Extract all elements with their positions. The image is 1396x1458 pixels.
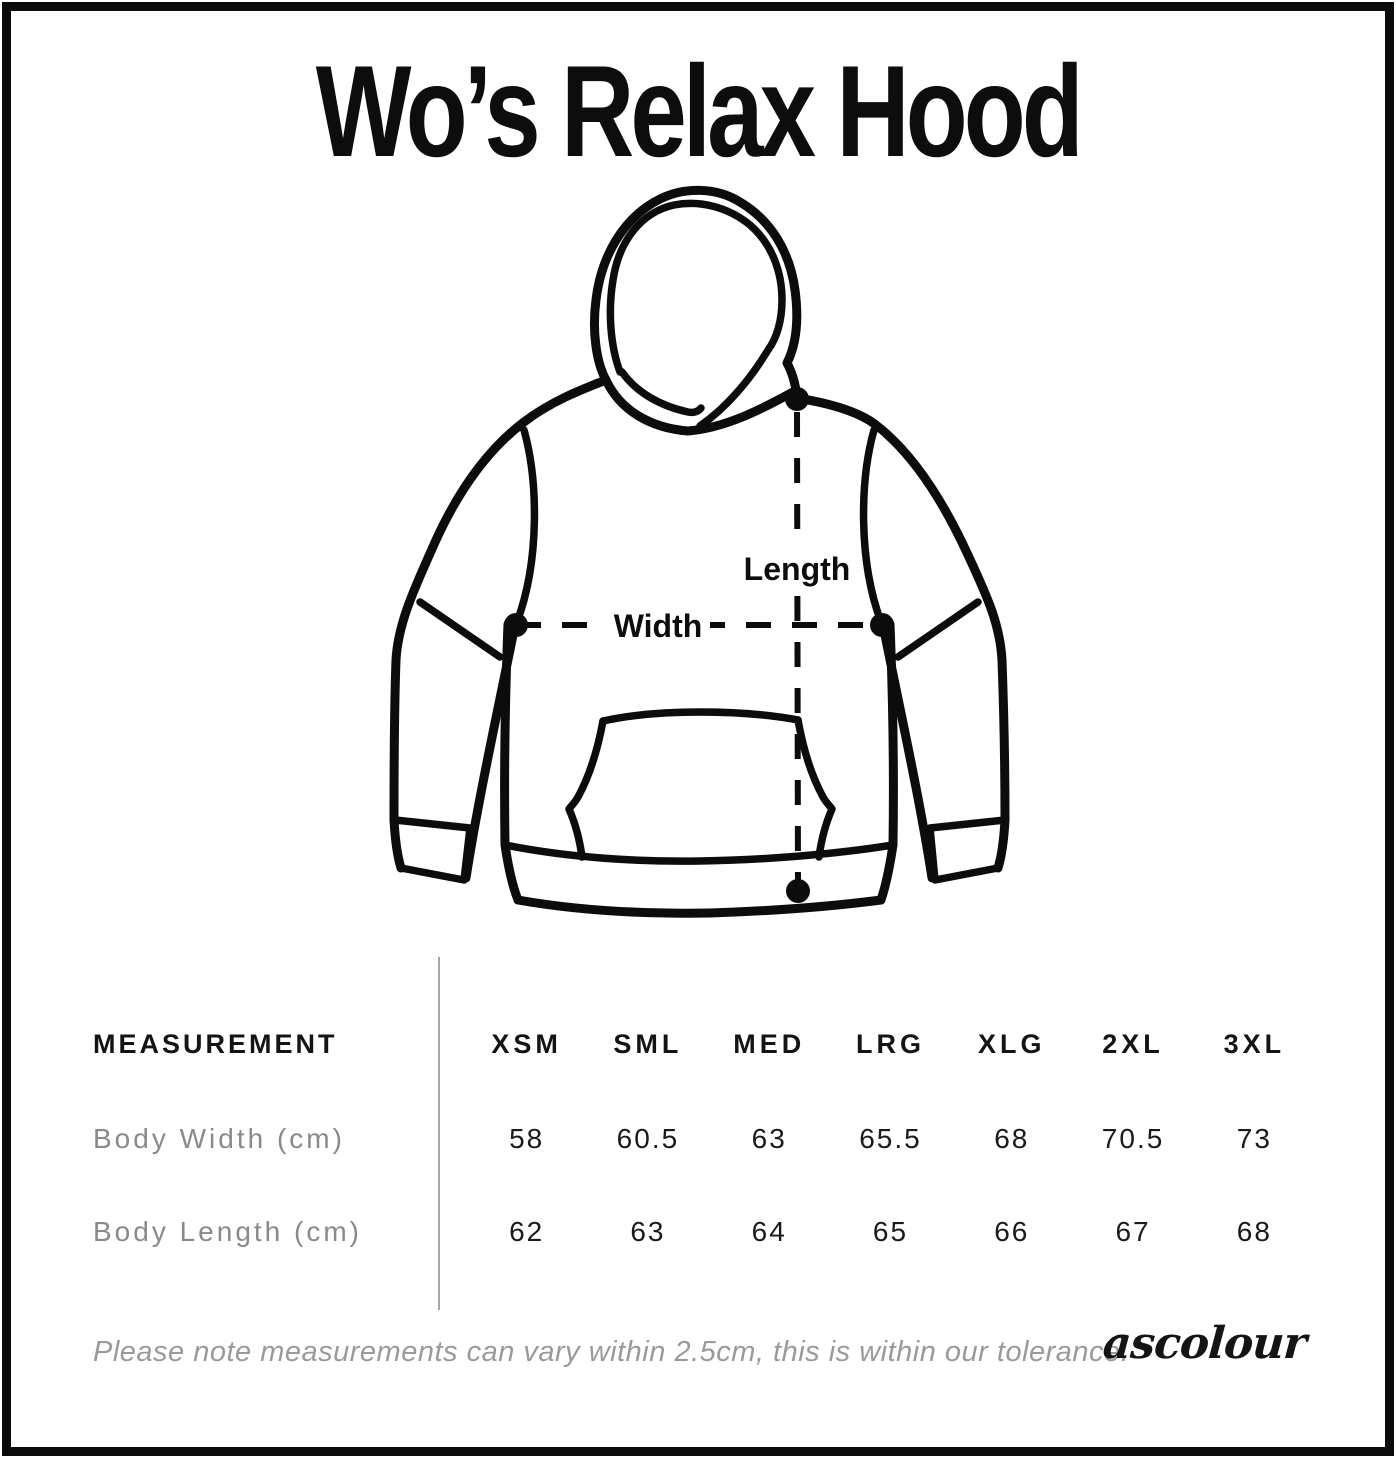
pocket-right-edge [794, 716, 836, 861]
hoodie-diagram: Width Length [389, 185, 1010, 918]
right-body-edge [876, 619, 898, 905]
body-width-3xl: 73 [1236, 1123, 1272, 1154]
page-title-text: Wo’s Relax Hood [315, 38, 1084, 184]
table-row-body-width: Body Width (cm) 58 60.5 63 65.5 68 70.5 … [0, 1123, 1396, 1157]
size-header-3xl: 3XL [1223, 1029, 1286, 1059]
body-length-3xl: 68 [1236, 1216, 1272, 1247]
hem-bottom-line [513, 895, 886, 918]
row-label-body-width: Body Width (cm) [93, 1123, 345, 1154]
hood-inner-line [606, 199, 786, 430]
body-width-xlg: 68 [994, 1123, 1030, 1154]
row-label-body-length: Body Length (cm) [93, 1216, 362, 1247]
table-divider-line [438, 957, 440, 1310]
left-armpit-dot [504, 613, 528, 637]
pocket-top-edge [599, 708, 802, 725]
table-header-row: MEASUREMENT XSM SML MED LRG XLG 2XL 3XL [0, 1029, 1396, 1063]
size-header-2xl: 2XL [1102, 1029, 1164, 1059]
body-width-lrg: 65.5 [859, 1123, 922, 1154]
size-header-xlg: XLG [978, 1029, 1046, 1059]
measurement-header: MEASUREMENT [93, 1029, 338, 1059]
page-title: Wo’s Relax Hood [0, 46, 1396, 176]
body-length-med: 64 [751, 1216, 787, 1247]
length-label: Length [744, 551, 851, 587]
body-width-med: 63 [751, 1123, 787, 1154]
hem-top-line [501, 841, 897, 865]
body-width-2xl: 70.5 [1101, 1123, 1165, 1154]
right-underarm-seam [894, 598, 982, 661]
hem-point-dot [786, 879, 810, 903]
length-dashed-line [794, 411, 801, 887]
body-length-sml: 63 [630, 1216, 666, 1247]
size-header-cells: XSM SML MED LRG XLG 2XL 3XL [466, 1029, 1315, 1060]
body-length-xsm: 62 [509, 1216, 545, 1247]
hood-bottom-arc [601, 375, 798, 436]
right-cuff [926, 816, 1009, 884]
body-length-lrg: 65 [872, 1216, 909, 1247]
body-width-sml: 60.5 [616, 1123, 680, 1154]
body-width-cells: 58 60.5 63 65.5 68 70.5 73 [466, 1123, 1315, 1155]
body-length-cells: 62 63 64 65 66 67 68 [466, 1216, 1315, 1248]
size-header-lrg: LRG [855, 1029, 925, 1059]
left-cuff [391, 816, 474, 884]
width-label: Width [614, 608, 703, 644]
size-header-med: MED [733, 1029, 806, 1059]
shoulder-point-dot [785, 387, 809, 411]
size-header-xsm: XSM [491, 1029, 562, 1059]
body-length-2xl: 67 [1115, 1216, 1151, 1247]
size-header-sml: SML [613, 1029, 683, 1059]
left-underarm-seam [416, 598, 504, 661]
body-length-xlg: 66 [994, 1216, 1030, 1247]
body-width-xsm: 58 [509, 1123, 545, 1154]
ascolour-logo: ascolour [1101, 1318, 1308, 1369]
pocket-left-edge [565, 717, 607, 861]
length-label-bg [738, 545, 855, 591]
hood-drape-line [618, 368, 705, 417]
table-row-body-length: Body Length (cm) 62 63 64 65 66 67 68 [0, 1216, 1396, 1250]
right-armpit-dot [870, 613, 894, 637]
right-sleeve-outer [792, 393, 1010, 873]
tolerance-note: Please note measurements can vary within… [93, 1336, 1130, 1368]
hood-outer-outline [590, 185, 802, 403]
left-armhole-seam [513, 426, 539, 626]
right-armhole-seam [859, 426, 885, 626]
width-label-bg [605, 603, 710, 649]
left-body-edge [500, 619, 523, 905]
